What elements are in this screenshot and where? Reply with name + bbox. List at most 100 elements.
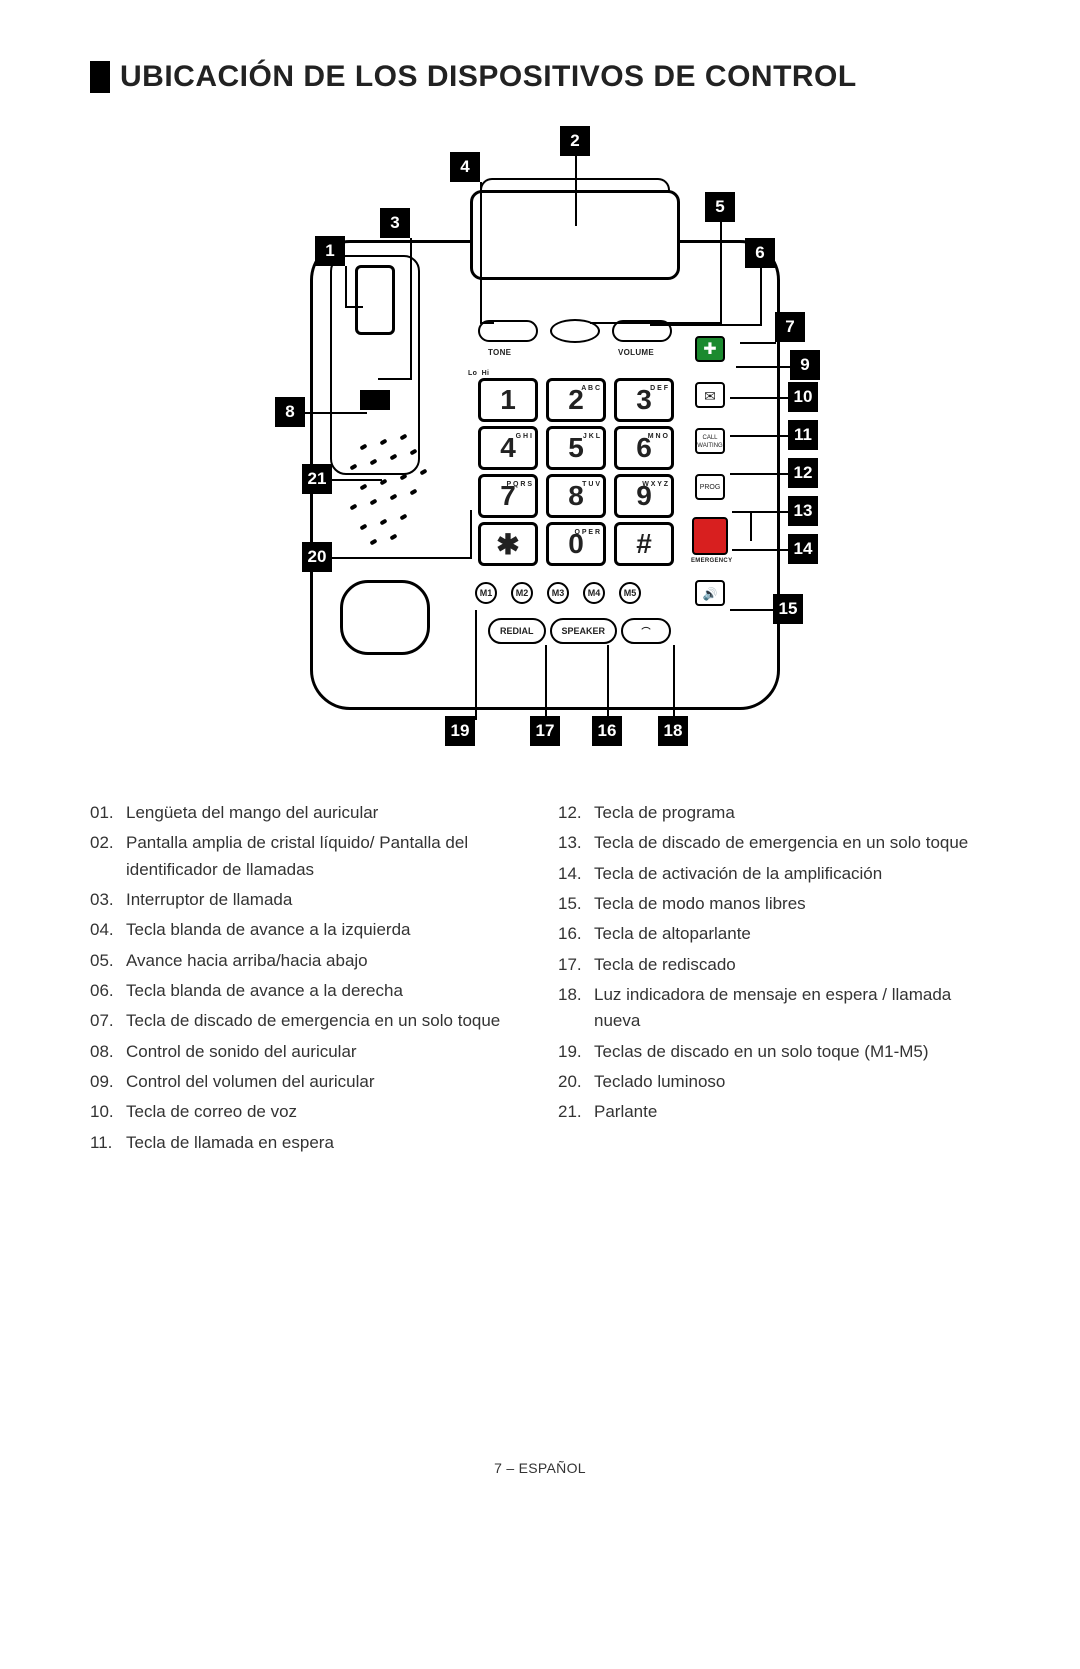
legend-item: 19.Teclas de discado en un solo toque (M… — [558, 1039, 990, 1065]
leader-line — [480, 322, 494, 324]
redial-button: REDIAL — [488, 618, 546, 644]
callout-19: 19 — [445, 716, 475, 746]
legend-right: 12.Tecla de programa13.Tecla de discado … — [558, 800, 990, 1160]
callout-17: 17 — [530, 716, 560, 746]
leader-line — [332, 479, 382, 481]
leader-line — [332, 557, 472, 559]
key-0: 0O P E R — [546, 522, 606, 566]
key-2: 2A B C — [546, 378, 606, 422]
tone-label: TONE — [488, 348, 511, 357]
leader-line — [732, 549, 788, 551]
leader-line — [470, 510, 472, 559]
mic-area — [340, 580, 430, 655]
legend-item: 20.Teclado luminoso — [558, 1069, 990, 1095]
leader-line — [730, 473, 788, 475]
legend-item: 11.Tecla de llamada en espera — [90, 1130, 522, 1156]
leader-line — [720, 222, 722, 322]
handsfree-button: 🔊 — [695, 580, 725, 606]
callout-3: 3 — [380, 208, 410, 238]
leader-line — [480, 182, 482, 322]
key-8: 8T U V — [546, 474, 606, 518]
key-✱: ✱ — [478, 522, 538, 566]
callout-13: 13 — [788, 496, 818, 526]
memory-M4: M4 — [583, 582, 605, 604]
callout-2: 2 — [560, 126, 590, 156]
memory-M3: M3 — [547, 582, 569, 604]
legend-left: 01.Lengüeta del mango del auricular 02.Pa… — [90, 800, 522, 1160]
callout-12: 12 — [788, 458, 818, 488]
callout-5: 5 — [705, 192, 735, 222]
memory-M5: M5 — [619, 582, 641, 604]
callout-9: 9 — [790, 350, 820, 380]
volume-label: VOLUME — [618, 348, 654, 357]
callout-1: 1 — [315, 236, 345, 266]
legend-item: 08.Control de sonido del auricular — [90, 1039, 522, 1065]
leader-line — [650, 324, 762, 326]
phone-diagram: TONE VOLUME Lo Hi ✚ ✉ CALLWAITING PROG E… — [220, 110, 860, 750]
memory-M2: M2 — [511, 582, 533, 604]
emergency-red-button — [692, 517, 728, 555]
leader-line — [575, 156, 577, 226]
leader-line — [378, 378, 412, 380]
legend-item: 03.Interruptor de llamada — [90, 887, 522, 913]
key-5: 5J K L — [546, 426, 606, 470]
diagram-container: TONE VOLUME Lo Hi ✚ ✉ CALLWAITING PROG E… — [90, 110, 990, 750]
emergency-label: EMERGENCY — [691, 558, 732, 564]
bottom-buttons: REDIAL SPEAKER ⌒ — [488, 618, 671, 644]
page-title: UBICACIÓN DE LOS DISPOSITIVOS DE CONTROL — [120, 60, 857, 94]
key-7: 7P Q R S — [478, 474, 538, 518]
callout-15: 15 — [773, 594, 803, 624]
leader-line — [305, 412, 367, 414]
flash-button: ⌒ — [621, 618, 671, 644]
callout-18: 18 — [658, 716, 688, 746]
legend-item: 02.Pantalla amplia de cristal líquido/ P… — [90, 830, 522, 883]
key-#: # — [614, 522, 674, 566]
keypad: 12A B C3D E F4G H I5J K L6M N O7P Q R S8… — [478, 378, 674, 566]
leader-line — [732, 511, 788, 513]
callout-4: 4 — [450, 152, 480, 182]
page-footer: 7 – ESPAÑOL — [90, 1460, 990, 1476]
callout-20: 20 — [302, 542, 332, 572]
leader-line — [410, 238, 412, 378]
memory-M1: M1 — [475, 582, 497, 604]
callout-14: 14 — [788, 534, 818, 564]
handset-tab — [355, 265, 395, 335]
legend-item: 04.Tecla blanda de avance a la izquierda — [90, 917, 522, 943]
leader-line — [750, 511, 752, 541]
callout-10: 10 — [788, 382, 818, 412]
speaker-button: SPEAKER — [550, 618, 618, 644]
key-1: 1 — [478, 378, 538, 422]
leader-line — [673, 645, 675, 717]
voicemail-button: ✉ — [695, 382, 725, 408]
legend-item: 01.Lengüeta del mango del auricular — [90, 800, 522, 826]
title-bar — [90, 61, 110, 93]
hook-switch — [360, 390, 390, 410]
lo-hi-label: Lo Hi — [468, 370, 489, 377]
legend-item: 16.Tecla de altoparlante — [558, 921, 990, 947]
speaker-grille — [350, 440, 440, 550]
legend-item: 21.Parlante — [558, 1099, 990, 1125]
legend-columns: 01.Lengüeta del mango del auricular 02.Pa… — [90, 800, 990, 1160]
leader-line — [345, 306, 363, 308]
leader-line — [760, 268, 762, 324]
legend-item: 06.Tecla blanda de avance a la derecha — [90, 978, 522, 1004]
leader-line — [740, 342, 776, 344]
legend-item: 07.Tecla de discado de emergencia en un … — [90, 1008, 522, 1034]
callout-11: 11 — [788, 420, 818, 450]
callout-7: 7 — [775, 312, 805, 342]
legend-item: 13.Tecla de discado de emergencia en un … — [558, 830, 990, 856]
leader-line — [730, 397, 788, 399]
legend-item: 10.Tecla de correo de voz — [90, 1099, 522, 1125]
leader-line — [607, 645, 609, 717]
callout-8: 8 — [275, 397, 305, 427]
leader-line — [730, 609, 774, 611]
legend-item: 18.Luz indicadora de mensaje en espera /… — [558, 982, 990, 1035]
legend-item: 15.Tecla de modo manos libres — [558, 891, 990, 917]
legend-item: 05.Avance hacia arriba/hacia abajo — [90, 948, 522, 974]
call-waiting-button: CALLWAITING — [695, 428, 725, 454]
program-button: PROG — [695, 474, 725, 500]
callout-16: 16 — [592, 716, 622, 746]
key-4: 4G H I — [478, 426, 538, 470]
legend-item: 17.Tecla de rediscado — [558, 952, 990, 978]
title-row: UBICACIÓN DE LOS DISPOSITIVOS DE CONTROL — [90, 60, 990, 94]
